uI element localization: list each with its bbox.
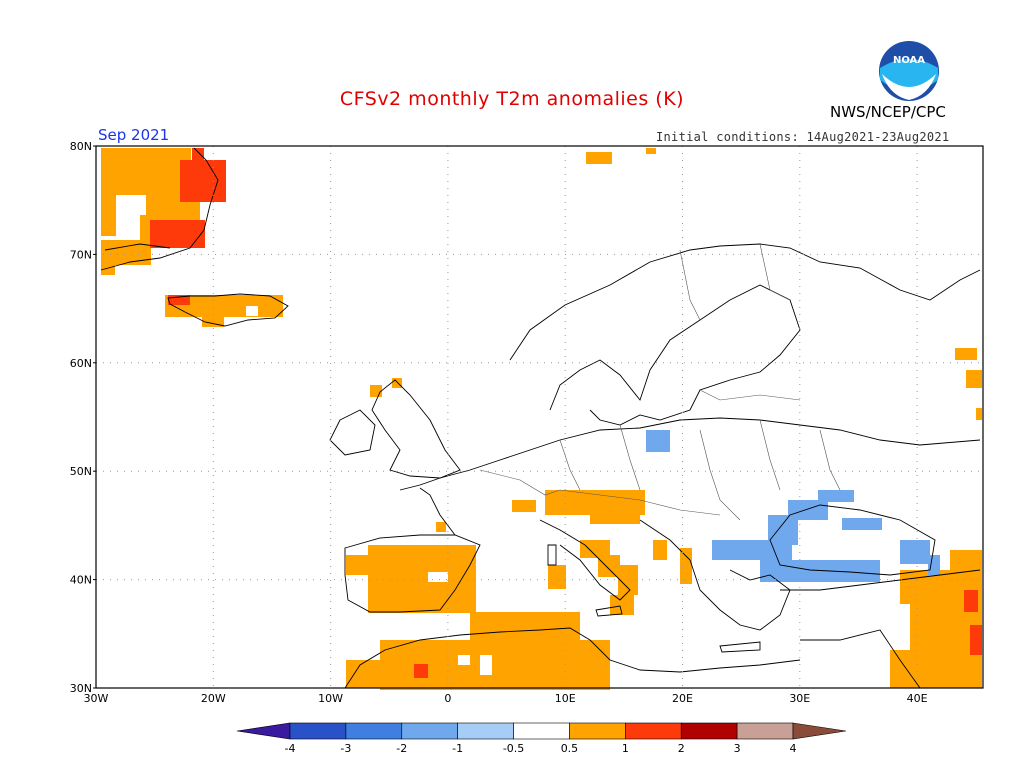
colorbar-segment	[569, 722, 626, 740]
colorbar-label: 1	[622, 742, 629, 755]
colorbar-label: -4	[285, 742, 296, 755]
colorbar: -4 -3 -2 -1 -0.5 0.5 1 2 3 4	[236, 722, 847, 755]
coastlines	[100, 147, 981, 689]
latitude-label: 50N	[70, 465, 92, 478]
warm-anomaly-cells	[101, 148, 982, 690]
longitude-label: 40E	[907, 692, 928, 705]
latitude-label: 60N	[70, 357, 92, 370]
colorbar-label: -1	[452, 742, 463, 755]
longitude-label: 30W	[84, 692, 109, 705]
colorbar-segment	[513, 722, 570, 740]
colorbar-segment	[457, 722, 514, 740]
white-gaps	[116, 195, 492, 675]
colorbar-segment	[401, 722, 458, 740]
colorbar-segment	[289, 722, 347, 740]
initial-conditions: Initial conditions: 14Aug2021-23Aug2021	[656, 130, 950, 144]
longitude-label: 20E	[672, 692, 693, 705]
colorbar-label: 2	[678, 742, 685, 755]
colorbar-label: 3	[734, 742, 741, 755]
longitude-label: 30E	[789, 692, 810, 705]
svg-text:NOAA: NOAA	[893, 55, 925, 66]
colorbar-label: -3	[340, 742, 351, 755]
latitude-label: 70N	[70, 248, 92, 261]
longitude-labels: 30W 20W 10W 0 10E 20E 30E 40E	[84, 692, 928, 705]
colorbar-segment	[680, 722, 738, 740]
latitude-label: 40N	[70, 574, 92, 587]
country-borders	[479, 243, 841, 521]
map-title: CFSv2 monthly T2m anomalies (K)	[339, 88, 685, 110]
colorbar-min-arrow	[236, 722, 291, 740]
noaa-logo: NOAA	[879, 41, 939, 101]
latitude-label: 30N	[70, 682, 92, 695]
colorbar-label: 0.5	[561, 742, 579, 755]
colorbar-max-arrow	[792, 722, 847, 740]
colorbar-label: 4	[790, 742, 797, 755]
longitude-label: 10E	[555, 692, 576, 705]
colorbar-label: -2	[396, 742, 407, 755]
agency-label: NWS/NCEP/CPC	[830, 103, 946, 121]
latitude-label: 80N	[70, 140, 92, 153]
map-frame	[95, 145, 984, 689]
longitude-label: 0	[444, 692, 451, 705]
colorbar-segment	[736, 722, 794, 740]
colorbar-label: -0.5	[503, 742, 524, 755]
longitude-label: 10W	[318, 692, 343, 705]
longitude-label: 20W	[201, 692, 226, 705]
latitude-labels: 80N 70N 60N 50N 40N 30N	[70, 140, 96, 695]
forecast-month: Sep 2021	[98, 126, 170, 144]
strong-warm-cells	[150, 148, 982, 678]
colorbar-segment	[625, 722, 682, 740]
colorbar-segment	[345, 722, 403, 740]
graticule	[96, 146, 983, 688]
